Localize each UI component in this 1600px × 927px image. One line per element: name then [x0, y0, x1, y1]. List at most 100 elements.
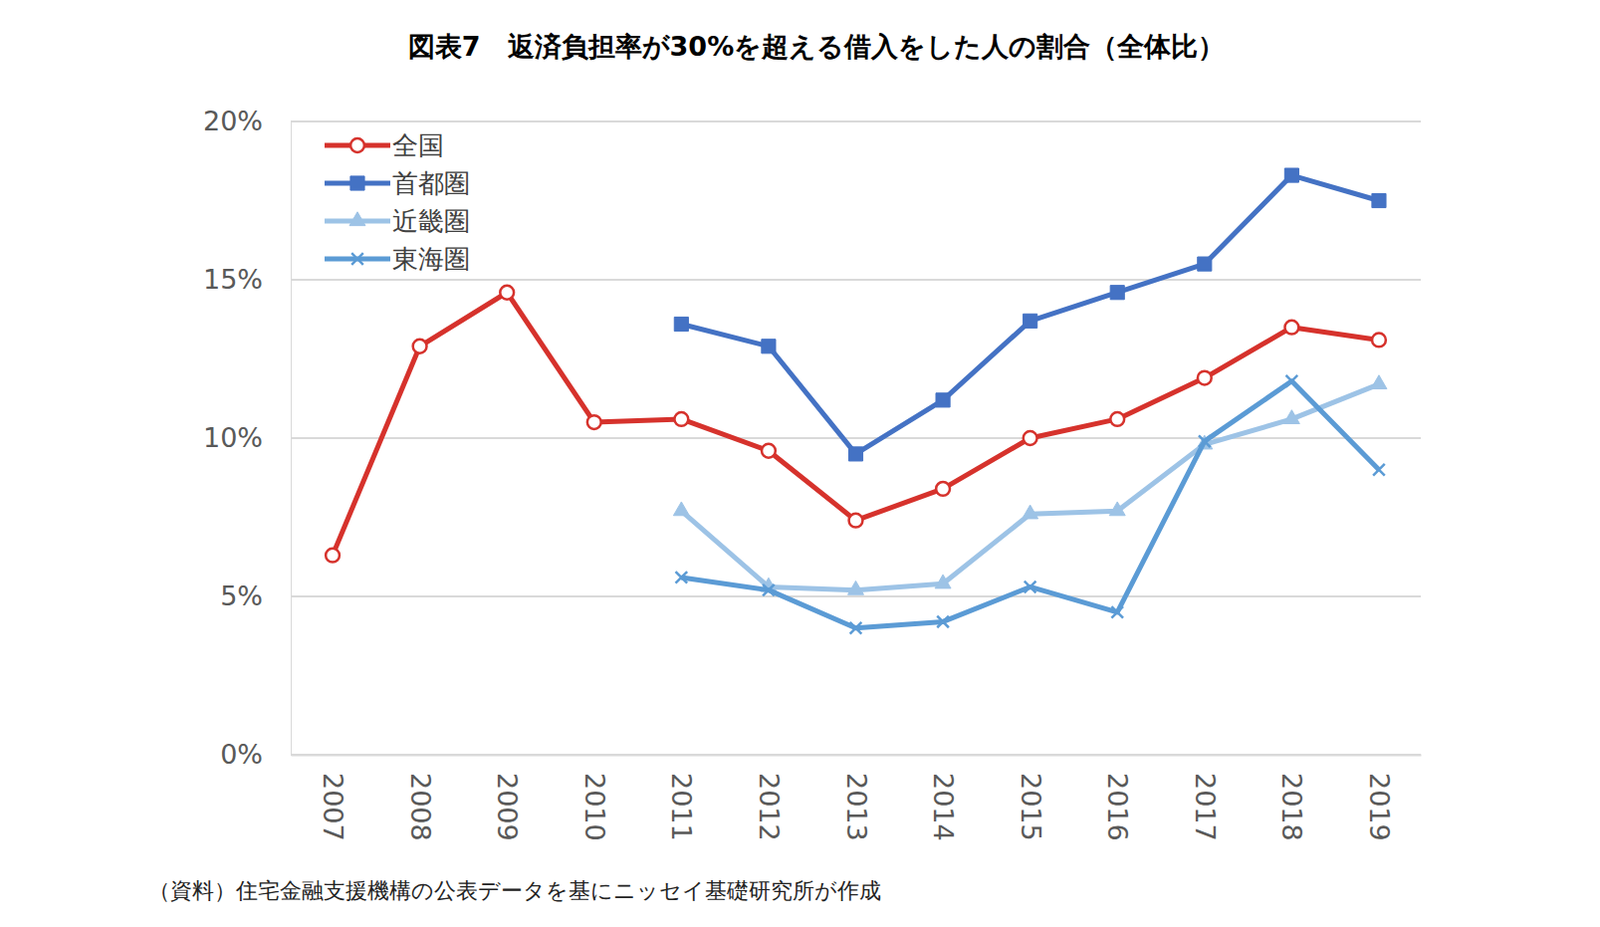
x-tick-label: 2009: [491, 772, 523, 842]
x-tick: 2012: [753, 754, 785, 842]
data-point: [1284, 168, 1299, 183]
x-tick: 2009: [491, 754, 523, 842]
x-tick: 2013: [841, 754, 873, 842]
y-tick-label: 0%: [220, 738, 263, 770]
data-point: [1284, 320, 1299, 335]
data-point: [1371, 193, 1386, 208]
data-point: [1286, 375, 1299, 388]
x-tick: 2015: [1015, 754, 1047, 842]
y-tick-label: 5%: [220, 580, 263, 612]
x-tick: 2010: [579, 754, 611, 842]
x-tick: 2011: [666, 754, 697, 842]
x-tick: 2019: [1364, 754, 1395, 842]
legend: 全国首都圏近畿圏東海圏: [324, 130, 470, 274]
data-point: [1023, 313, 1038, 328]
data-point: [1372, 463, 1385, 476]
data-point: [587, 415, 602, 430]
y-tick-label: 20%: [203, 105, 263, 137]
x-axis: 2007 2008 2009 2010 2011 2012 2013 2014 2015 2016…: [291, 754, 1422, 842]
legend-label: 全国: [392, 130, 445, 161]
series-line: [681, 175, 1379, 455]
data-point: [1023, 431, 1038, 446]
x-tick-label: 2008: [405, 772, 437, 842]
y-axis-line: [290, 122, 292, 756]
legend-label: 東海圏: [392, 243, 470, 274]
x-tick-label: 2012: [753, 772, 785, 842]
data-point: [1024, 581, 1037, 594]
data-point: [325, 548, 340, 563]
grid-line: [290, 278, 1421, 281]
x-tick: 2014: [927, 754, 959, 842]
data-point: [673, 501, 689, 516]
title: 図表7 返済負担率が30%を超える借入をした人の割合（全体比）: [408, 30, 1225, 62]
data-point: [1198, 435, 1211, 448]
x-tick: 2016: [1102, 754, 1134, 842]
grid-line: [290, 120, 1421, 123]
data-point: [1197, 371, 1212, 386]
x-tick-label: 2007: [317, 772, 349, 842]
x-tick: 2007: [317, 754, 349, 842]
x-tick-label: 2016: [1102, 772, 1134, 842]
y-tick-label: 10%: [203, 422, 263, 454]
x-tick-label: 2013: [841, 772, 873, 842]
x-tick-label: 2019: [1364, 772, 1395, 842]
series-line: [681, 381, 1379, 629]
x-tick-label: 2010: [579, 772, 611, 842]
data-point: [674, 316, 688, 331]
legend-marker: [351, 252, 364, 265]
x-tick: 2018: [1276, 754, 1308, 842]
grid-line: [290, 753, 1421, 756]
data-point: [935, 393, 950, 408]
chart: 図表7 返済負担率が30%を超える借入をした人の割合（全体比） （資料）住宅金融支…: [0, 0, 1600, 927]
legend-item: 首都圏: [324, 168, 470, 199]
data-point: [1283, 410, 1300, 425]
data-point: [1022, 504, 1039, 519]
y-tick: 15%: [203, 263, 291, 295]
y-tick: 5%: [220, 580, 291, 612]
series-line: [332, 292, 1379, 556]
data-point: [1196, 435, 1213, 450]
grid-line: [290, 595, 1421, 598]
legend-item: 東海圏: [324, 243, 470, 274]
data-point: [1110, 285, 1125, 300]
data-point: [935, 481, 950, 496]
legend-marker: [349, 212, 366, 227]
x-tick: 2008: [405, 754, 437, 842]
grid: [290, 121, 1421, 755]
x-tick-label: 2014: [927, 772, 959, 842]
data-point: [1197, 256, 1212, 271]
data-point: [1111, 606, 1124, 619]
legend-item: 全国: [324, 130, 445, 161]
x-tick-label: 2018: [1276, 772, 1308, 842]
x-tick-label: 2011: [666, 772, 697, 842]
data-point: [849, 513, 864, 528]
legend-marker: [350, 138, 365, 153]
data-point: [848, 447, 863, 461]
legend-marker: [350, 176, 365, 191]
data-point: [761, 339, 776, 354]
y-tick-label: 15%: [203, 263, 263, 295]
series-line: [681, 384, 1379, 591]
data-point: [1110, 412, 1125, 427]
y-axis: 0% 5% 10% 15% 20%: [203, 105, 292, 770]
y-tick: 10%: [203, 422, 291, 454]
grid-line: [290, 437, 1421, 440]
x-tick-label: 2017: [1189, 772, 1221, 842]
data-point: [1371, 375, 1387, 390]
data-point: [848, 580, 865, 595]
plot-area: [325, 168, 1387, 635]
data-point: [934, 574, 951, 589]
y-tick: 0%: [220, 738, 291, 770]
data-point: [676, 571, 688, 584]
source: （資料）住宅金融支援機構の公表データを基にニッセイ基礎研究所が作成: [148, 878, 882, 904]
legend-item: 近畿圏: [324, 206, 470, 236]
data-point: [1371, 333, 1386, 348]
data-point: [762, 584, 775, 597]
data-point: [850, 622, 863, 635]
data-point: [674, 412, 688, 427]
x-tick-label: 2015: [1015, 772, 1047, 842]
x-axis-line: [291, 754, 1422, 757]
data-point: [413, 339, 428, 354]
legend-label: 首都圏: [392, 168, 470, 199]
data-point: [499, 285, 514, 300]
